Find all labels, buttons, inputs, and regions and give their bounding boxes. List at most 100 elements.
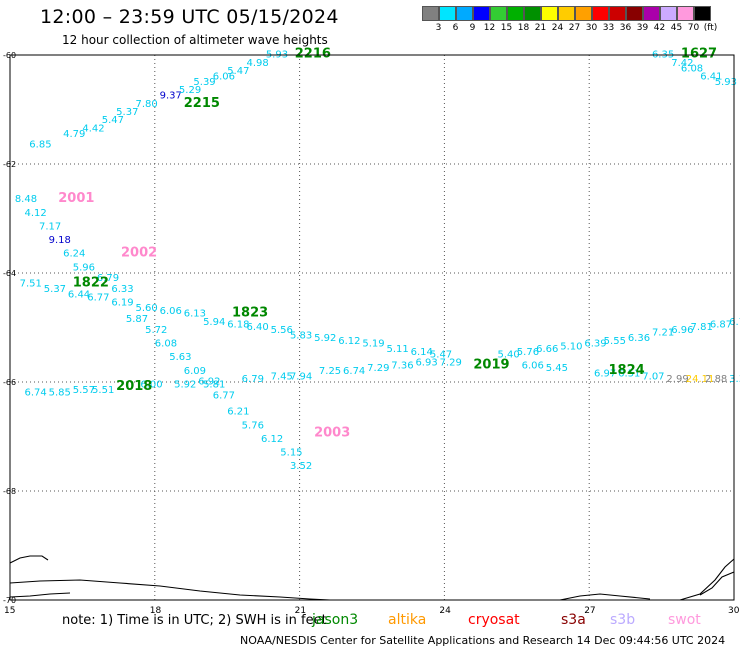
scale-swatch bbox=[456, 6, 473, 21]
scale-swatch bbox=[439, 6, 456, 21]
scale-label: 24 bbox=[551, 23, 564, 33]
wave-height-value: 6.33 bbox=[111, 284, 133, 295]
scale-label: 18 bbox=[517, 23, 530, 33]
x-tick-label: 21 bbox=[295, 606, 306, 616]
wave-height-value: 5.96 bbox=[73, 262, 95, 273]
scale-swatch bbox=[507, 6, 524, 21]
scale-label: 30 bbox=[585, 23, 598, 33]
wave-height-value: 5.81 bbox=[203, 379, 225, 390]
wave-height-value: 7.21 bbox=[652, 328, 674, 339]
scale-swatch bbox=[541, 6, 558, 21]
wave-height-value: 2.88 bbox=[705, 374, 727, 385]
wave-height-value: 5.76 bbox=[517, 347, 539, 358]
wave-height-value: 5.83 bbox=[290, 330, 312, 341]
wave-height-value: 6.12 bbox=[261, 434, 283, 445]
mission-legend-altika: altika bbox=[388, 612, 427, 628]
wave-height-value: 6.18 bbox=[227, 320, 249, 331]
wave-height-value: 5.19 bbox=[362, 339, 384, 350]
wave-height-value: 5.87 bbox=[126, 314, 148, 325]
wave-height-value: 2.99 bbox=[666, 374, 688, 385]
wave-height-value: 9.18 bbox=[49, 235, 71, 246]
x-tick-label: 18 bbox=[150, 606, 162, 616]
wave-height-value: 4.12 bbox=[24, 208, 46, 219]
coastline bbox=[9, 555, 735, 601]
scale-swatch bbox=[592, 6, 609, 21]
wave-height-value: 6.39 bbox=[584, 339, 606, 350]
wave-height-value: 5.29 bbox=[179, 85, 201, 96]
wave-height-value: 7.51 bbox=[20, 279, 42, 290]
scale-label: 42 bbox=[653, 23, 666, 33]
wave-height-value: 5.92 bbox=[314, 333, 336, 344]
mission-legend-jason3: jason3 bbox=[312, 612, 359, 628]
pass-time-label: 1824 bbox=[609, 363, 645, 378]
page-title: 12:00 – 23:59 UTC 05/15/2024 bbox=[40, 6, 339, 28]
x-tick-label: 24 bbox=[439, 606, 451, 616]
wave-height-value: 6.44 bbox=[68, 290, 90, 301]
coastline-segment bbox=[699, 571, 735, 596]
wave-height-value: 24.11 bbox=[686, 374, 715, 385]
wave-height-value: 5.45 bbox=[546, 363, 568, 374]
x-tick-label: 30 bbox=[728, 606, 740, 616]
scale-label: 3 bbox=[435, 23, 442, 33]
map-grid bbox=[10, 55, 734, 600]
wave-height-value: 6.14 bbox=[411, 347, 433, 358]
scale-label: 21 bbox=[534, 23, 547, 33]
wave-height-value: 7.45 bbox=[271, 371, 293, 382]
wave-height-value: 3.3 bbox=[729, 374, 740, 385]
wave-height-value: 5.47 bbox=[227, 66, 249, 77]
scale-swatch bbox=[677, 6, 694, 21]
pass-time-label: 2002 bbox=[121, 246, 157, 261]
scale-swatch bbox=[626, 6, 643, 21]
scale-label: 6 bbox=[452, 23, 459, 33]
wave-height-value: 7.36 bbox=[391, 360, 413, 371]
wave-height-value: 7.80 bbox=[135, 99, 157, 110]
scale-label: (ft) bbox=[703, 23, 718, 33]
scale-label: 70 bbox=[687, 23, 700, 33]
wave-height-value: 6.40 bbox=[247, 322, 269, 333]
scale-label: 9 bbox=[469, 23, 476, 33]
scale-swatch bbox=[694, 6, 711, 21]
wave-height-value: 6.24 bbox=[63, 249, 85, 260]
coastline-segment bbox=[9, 592, 71, 598]
wave-height-value: 6.08 bbox=[681, 63, 703, 74]
wave-height-value: 5.85 bbox=[49, 388, 71, 399]
scale-swatch bbox=[473, 6, 490, 21]
wave-height-value: 6.00 bbox=[140, 379, 162, 390]
wave-height-value: 5.11 bbox=[386, 344, 408, 355]
pass-time-label: 2003 bbox=[314, 426, 350, 441]
wave-height-value: 4.79 bbox=[63, 129, 85, 140]
pass-time-label: 1822 bbox=[73, 276, 109, 291]
wave-height-value: 5.63 bbox=[169, 352, 191, 363]
wave-height-value: 6.70 bbox=[729, 317, 740, 328]
wave-height-value: 5.37 bbox=[116, 107, 138, 118]
wave-height-value: 5.60 bbox=[135, 303, 157, 314]
wave-height-value: 6.85 bbox=[29, 140, 51, 151]
wave-height-value: 6.79 bbox=[97, 273, 119, 284]
wave-height-value: 3.52 bbox=[290, 461, 312, 472]
wave-height-value: 7.29 bbox=[440, 358, 462, 369]
scale-label: 12 bbox=[483, 23, 496, 33]
wave-height-value: 5.56 bbox=[271, 325, 293, 336]
scale-swatch bbox=[643, 6, 660, 21]
wave-height-value: 6.36 bbox=[628, 333, 650, 344]
wave-height-value: 6.09 bbox=[184, 366, 206, 377]
wave-height-value: 4.42 bbox=[82, 123, 104, 134]
wave-height-value: 6.79 bbox=[242, 374, 264, 385]
coastline-segment bbox=[679, 558, 735, 601]
wave-height-value: 6.97 bbox=[594, 369, 616, 380]
wave-height-value: 6.74 bbox=[343, 366, 365, 377]
mission-legend-cryosat: cryosat bbox=[468, 612, 520, 628]
wave-height-value: 5.76 bbox=[242, 420, 264, 431]
scale-label: 45 bbox=[670, 23, 683, 33]
pass-time-label: 2019 bbox=[473, 357, 509, 372]
x-tick-label: 27 bbox=[584, 606, 595, 616]
wave-height-value: 6.06 bbox=[522, 360, 544, 371]
wave-height-value: 6.13 bbox=[184, 309, 206, 320]
scale-swatch bbox=[524, 6, 541, 21]
wave-height-value: 6.51 bbox=[618, 369, 640, 380]
scale-swatch bbox=[558, 6, 575, 21]
wave-height-value: 5.94 bbox=[203, 317, 225, 328]
wave-height-value: 5.72 bbox=[145, 325, 167, 336]
scale-swatch bbox=[575, 6, 592, 21]
